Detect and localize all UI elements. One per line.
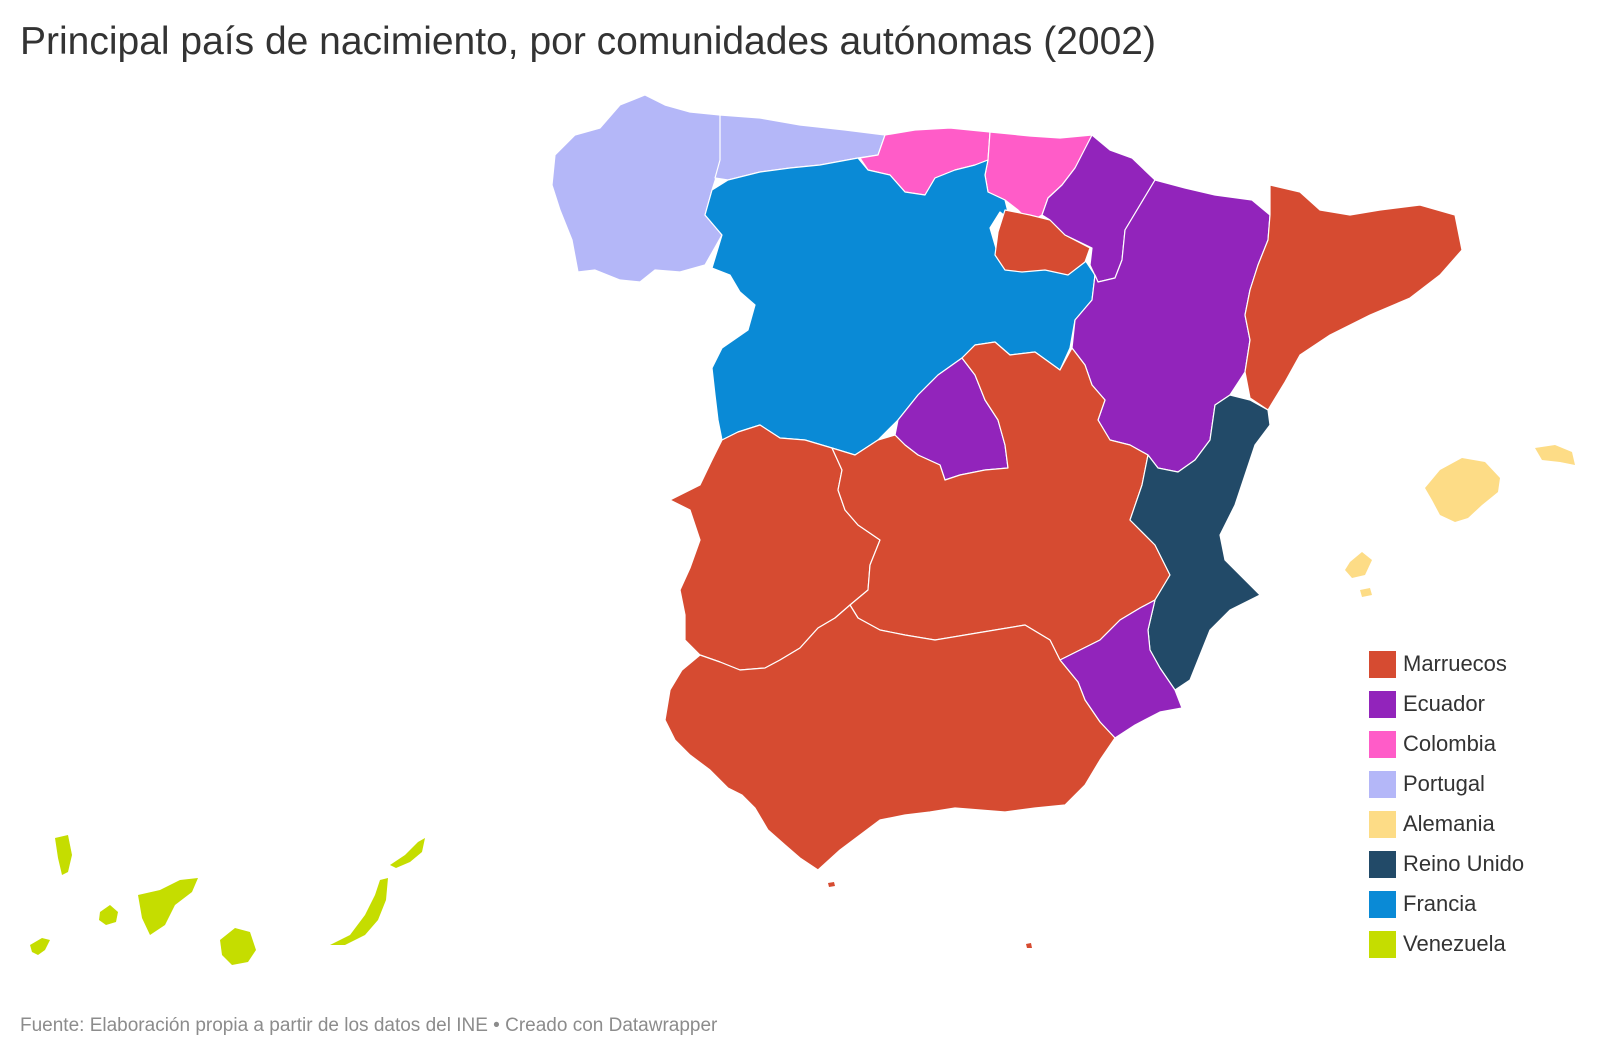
island-mallorca[interactable] [1425,458,1500,522]
legend-swatch [1369,770,1396,798]
source-footer: Fuente: Elaboración propia a partir de l… [20,1015,718,1036]
island-ibiza[interactable] [1345,552,1372,578]
legend-item: Ecuador [1369,684,1524,724]
island-la-gomera[interactable] [99,905,118,925]
legend-item: Colombia [1369,724,1524,764]
island-la-palma[interactable] [55,835,72,875]
legend-label: Portugal [1403,771,1485,796]
legend-swatch [1369,810,1396,838]
legend-label: Reino Unido [1403,851,1525,876]
region-navarra[interactable] [1041,134,1156,283]
legend-label: Alemania [1403,811,1495,836]
region-cataluna[interactable] [1244,184,1463,411]
legend-item: Alemania [1369,804,1524,844]
island-tenerife[interactable] [138,878,198,935]
legend-label: Ecuador [1403,691,1485,716]
legend-swatch [1369,930,1396,958]
island-menorca[interactable] [1535,445,1575,465]
legend-item: Portugal [1369,764,1524,804]
legend-label: Francia [1403,891,1477,916]
legend-swatch [1369,730,1396,758]
legend-swatch [1369,890,1396,918]
region-andalucia[interactable] [664,604,1116,871]
island-el-hierro[interactable] [30,938,50,955]
legend-label: Venezuela [1403,931,1506,956]
legend-swatch [1369,650,1396,678]
territory-melilla[interactable] [1026,943,1032,948]
legend-label: Marruecos [1403,651,1507,676]
island-fuerteventura[interactable] [330,878,388,945]
island-lanzarote[interactable] [390,838,425,868]
legend-label: Colombia [1403,731,1496,756]
island-formentera[interactable] [1360,588,1372,597]
chart-title: Principal país de nacimiento, por comuni… [20,20,1156,63]
legend-item: Reino Unido [1369,844,1524,884]
legend-item: Marruecos [1369,644,1524,684]
island-gran-canaria[interactable] [220,928,256,965]
legend-swatch [1369,690,1396,718]
region-comunidad-valenciana[interactable] [1129,394,1271,691]
legend-item: Venezuela [1369,924,1524,964]
legend-item: Francia [1369,884,1524,924]
territory-ceuta[interactable] [828,882,835,887]
legend: Marruecos Ecuador Colombia Portugal Alem… [1369,644,1524,964]
legend-swatch [1369,850,1396,878]
